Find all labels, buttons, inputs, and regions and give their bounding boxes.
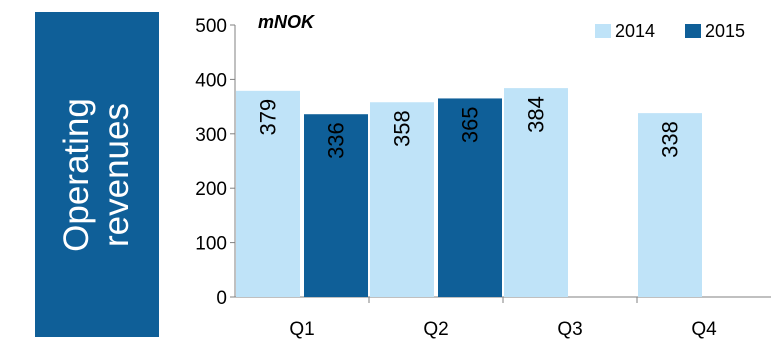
bar-2014-q1 xyxy=(236,90,300,297)
bar-2015-q2 xyxy=(438,98,502,297)
y-tick-label: 500 xyxy=(195,16,227,37)
bar-value-label: 336 xyxy=(324,122,349,159)
bar-2014-q4 xyxy=(638,113,702,298)
bar-2014-q2 xyxy=(370,102,434,297)
legend-swatch-2014 xyxy=(595,24,611,38)
y-tick-label: 200 xyxy=(195,179,227,200)
x-tick-label: Q1 xyxy=(289,319,314,340)
side-panel xyxy=(35,12,159,337)
bar-2015-q1 xyxy=(304,114,368,297)
bar-2014-q3 xyxy=(504,88,568,297)
unit-label: mNOK xyxy=(258,12,316,32)
x-tick-label: Q3 xyxy=(557,319,582,340)
legend-swatch-2015 xyxy=(685,24,701,38)
bar-value-label: 384 xyxy=(524,96,549,133)
y-tick-label: 300 xyxy=(195,125,227,146)
legend-label-2014: 2014 xyxy=(615,21,655,41)
legend: 2014 2015 xyxy=(595,21,745,41)
y-tick-label: 400 xyxy=(195,70,227,91)
x-tick-label: Q2 xyxy=(423,319,448,340)
bar-value-label: 358 xyxy=(390,110,415,147)
y-tick-label: 0 xyxy=(216,288,227,309)
y-axis: 0 100 200 300 400 500 xyxy=(195,16,236,309)
bar-value-label: 338 xyxy=(658,121,683,158)
x-tick-label: Q4 xyxy=(691,319,717,340)
legend-label-2015: 2015 xyxy=(705,21,745,41)
x-axis: Q1 Q2 Q3 Q4 xyxy=(235,296,771,340)
bar-value-label: 379 xyxy=(256,99,281,136)
bars: 379 336 358 365 384 338 xyxy=(236,88,702,298)
bar-value-label: 365 xyxy=(458,106,483,143)
y-tick-label: 100 xyxy=(195,234,227,255)
